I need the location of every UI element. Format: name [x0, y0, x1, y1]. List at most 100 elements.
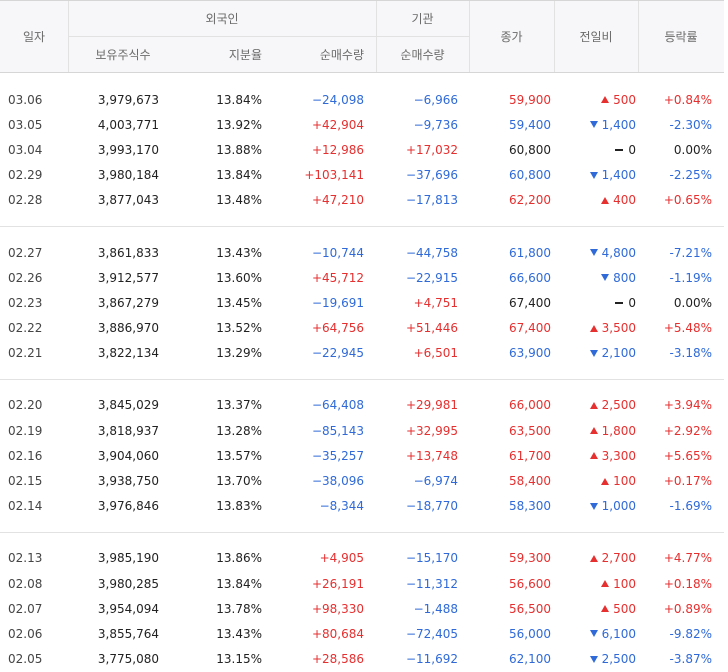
cell-institution-net: −18,770: [405, 499, 458, 514]
cell-date: 02.28: [8, 193, 43, 208]
cell-rate: -9.82%: [669, 626, 712, 641]
cell-rate: -2.25%: [669, 168, 712, 183]
table-row: 02.23 3,867,279 13.45% −19,691 +4,751 67,400 0…: [0, 290, 724, 315]
table-row: 02.05 3,775,080 13.15% +28,586 −11,692 62,100…: [0, 647, 724, 672]
down-triangle-icon: [589, 121, 598, 129]
flat-dash-icon: [615, 148, 624, 151]
header-foreign-ratio: 지분율: [228, 48, 262, 62]
cell-close: 60,800: [509, 168, 551, 183]
cell-date: 02.23: [8, 295, 43, 310]
change-value: 1,400: [601, 168, 636, 183]
cell-foreign-net: +103,141: [304, 168, 364, 183]
cell-institution-net: −1,488: [413, 601, 458, 616]
cell-foreign-net: +42,904: [311, 117, 364, 132]
cell-date: 02.06: [8, 626, 43, 641]
cell-date: 02.16: [8, 448, 43, 463]
cell-foreign-net: +45,712: [311, 270, 364, 285]
up-triangle-icon: [601, 96, 610, 104]
change-value: 2,500: [601, 652, 636, 667]
cell-institution-net: −15,170: [405, 551, 458, 566]
up-triangle-icon: [589, 324, 598, 332]
down-triangle-icon: [589, 502, 598, 510]
cell-close: 59,300: [509, 551, 551, 566]
cell-foreign-net: +98,330: [311, 601, 364, 616]
cell-ratio: 13.83%: [216, 499, 262, 514]
cell-date: 02.07: [8, 601, 43, 616]
cell-date: 02.26: [8, 270, 43, 285]
cell-institution-net: +17,032: [405, 142, 458, 157]
cell-institution-net: −9,736: [413, 117, 458, 132]
cell-close: 61,700: [509, 448, 551, 463]
up-triangle-icon: [601, 477, 610, 485]
cell-foreign-net: −85,143: [311, 423, 364, 438]
cell-change: 500: [601, 87, 636, 112]
cell-rate: +0.84%: [663, 92, 712, 107]
table-row: 02.06 3,855,764 13.43% +80,684 −72,405 56,000…: [0, 621, 724, 646]
cell-institution-net: +32,995: [405, 423, 458, 438]
cell-foreign-net: −24,098: [311, 92, 364, 107]
change-value: 3,500: [601, 321, 636, 336]
cell-holdings: 3,954,094: [97, 601, 159, 616]
cell-institution-net: −37,696: [405, 168, 458, 183]
cell-ratio: 13.15%: [216, 652, 262, 667]
cell-rate: +4.77%: [663, 551, 712, 566]
cell-change: 1,400: [589, 112, 636, 137]
cell-rate: -3.18%: [669, 346, 712, 361]
cell-ratio: 13.45%: [216, 295, 262, 310]
down-triangle-icon: [589, 349, 598, 357]
cell-ratio: 13.57%: [216, 448, 262, 463]
cell-ratio: 13.28%: [216, 423, 262, 438]
cell-institution-net: −11,312: [405, 576, 458, 591]
cell-change: 0: [615, 137, 636, 162]
cell-institution-net: −17,813: [405, 193, 458, 208]
table-row: 03.05 4,003,771 13.92% +42,904 −9,736 59,400 1…: [0, 112, 724, 137]
header-foreign-holdings: 보유주식수: [95, 48, 151, 62]
cell-change: 100: [601, 571, 636, 596]
cell-holdings: 3,861,833: [97, 245, 159, 260]
cell-date: 02.08: [8, 576, 43, 591]
up-triangle-icon: [601, 605, 610, 613]
down-triangle-icon: [589, 249, 598, 257]
cell-ratio: 13.37%: [216, 398, 262, 413]
cell-change: 6,100: [589, 621, 636, 646]
cell-rate: -1.19%: [669, 270, 712, 285]
cell-holdings: 4,003,771: [97, 117, 159, 132]
table-row: 02.08 3,980,285 13.84% +26,191 −11,312 56,600…: [0, 571, 724, 596]
table-row: 03.04 3,993,170 13.88% +12,986 +17,032 60,800…: [0, 137, 724, 162]
cell-institution-net: −72,405: [405, 626, 458, 641]
cell-holdings: 3,979,673: [97, 92, 159, 107]
cell-rate: -1.69%: [669, 499, 712, 514]
change-value: 0: [628, 295, 636, 310]
cell-close: 61,800: [509, 245, 551, 260]
cell-foreign-net: −38,096: [311, 474, 364, 489]
table-row: 02.19 3,818,937 13.28% −85,143 +32,995 63,500…: [0, 418, 724, 443]
cell-change: 800: [601, 265, 636, 290]
cell-change: 500: [601, 596, 636, 621]
header-close: 종가: [500, 30, 523, 44]
cell-ratio: 13.84%: [216, 576, 262, 591]
cell-holdings: 3,855,764: [97, 626, 159, 641]
table-row: 02.16 3,904,060 13.57% −35,257 +13,748 61,700…: [0, 443, 724, 468]
cell-ratio: 13.84%: [216, 168, 262, 183]
cell-foreign-net: +80,684: [311, 626, 364, 641]
cell-ratio: 13.84%: [216, 92, 262, 107]
cell-foreign-net: −10,744: [311, 245, 364, 260]
cell-institution-net: +29,981: [405, 398, 458, 413]
cell-institution-net: +4,751: [413, 295, 458, 310]
change-value: 2,700: [601, 551, 636, 566]
up-triangle-icon: [589, 554, 598, 562]
change-value: 100: [613, 474, 636, 489]
cell-ratio: 13.70%: [216, 474, 262, 489]
cell-close: 56,500: [509, 601, 551, 616]
cell-close: 58,400: [509, 474, 551, 489]
cell-rate: +2.92%: [663, 423, 712, 438]
cell-change: 0: [615, 290, 636, 315]
header-foreign: 외국인: [205, 12, 239, 26]
cell-rate: +0.17%: [663, 474, 712, 489]
down-triangle-icon: [601, 274, 610, 282]
cell-close: 59,400: [509, 117, 551, 132]
change-value: 500: [613, 92, 636, 107]
cell-ratio: 13.60%: [216, 270, 262, 285]
cell-change: 3,500: [589, 316, 636, 341]
cell-close: 63,900: [509, 346, 551, 361]
